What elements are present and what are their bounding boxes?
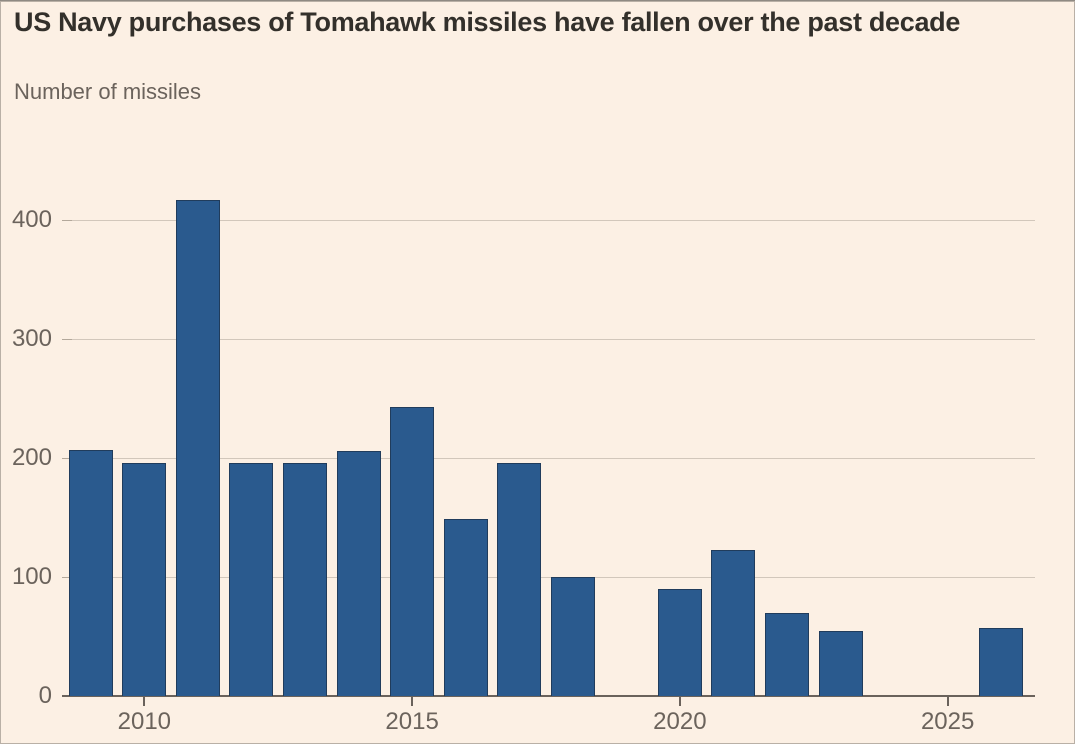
gridline: [62, 577, 1035, 578]
x-axis-baseline: [62, 695, 1035, 697]
bar-2013: [283, 462, 327, 696]
y-axis-label: 0: [38, 682, 52, 709]
bar-2014: [336, 450, 381, 696]
y-tick: [62, 339, 72, 340]
x-axis-label: 2015: [385, 708, 439, 735]
bar-2011: [175, 199, 220, 696]
y-axis-label: 200: [11, 444, 52, 471]
bar-2021: [711, 549, 756, 696]
x-axis-label: 2025: [920, 708, 975, 735]
x-axis-label: 2010: [117, 708, 172, 735]
bar-2023: [818, 630, 863, 696]
y-tick: [62, 577, 72, 578]
y-axis-label: 400: [11, 206, 52, 233]
chart-title: US Navy purchases of Tomahawk missiles h…: [14, 7, 961, 37]
bar-2018: [550, 577, 595, 696]
x-tick: [411, 697, 414, 706]
bar-2012: [229, 462, 274, 696]
bar-2010: [122, 462, 167, 696]
bar-2016: [443, 518, 488, 696]
x-tick: [678, 697, 681, 706]
gridline: [62, 458, 1035, 459]
x-tick: [143, 697, 146, 706]
y-tick: [62, 220, 72, 221]
bar-2022: [765, 612, 809, 696]
bar-2026: [979, 628, 1024, 696]
bar-2017: [497, 462, 542, 696]
gridline: [62, 220, 1035, 221]
chart-subtitle: Number of missiles: [14, 79, 202, 104]
bar-2020: [657, 588, 702, 696]
bar-2015: [390, 406, 435, 696]
y-tick: [62, 458, 72, 459]
gridline: [62, 339, 1035, 340]
y-axis-label: 100: [11, 563, 52, 590]
y-axis-label: 300: [11, 325, 52, 352]
bar-2009: [68, 449, 113, 696]
x-axis-label: 2020: [653, 708, 707, 735]
x-tick: [946, 697, 949, 706]
